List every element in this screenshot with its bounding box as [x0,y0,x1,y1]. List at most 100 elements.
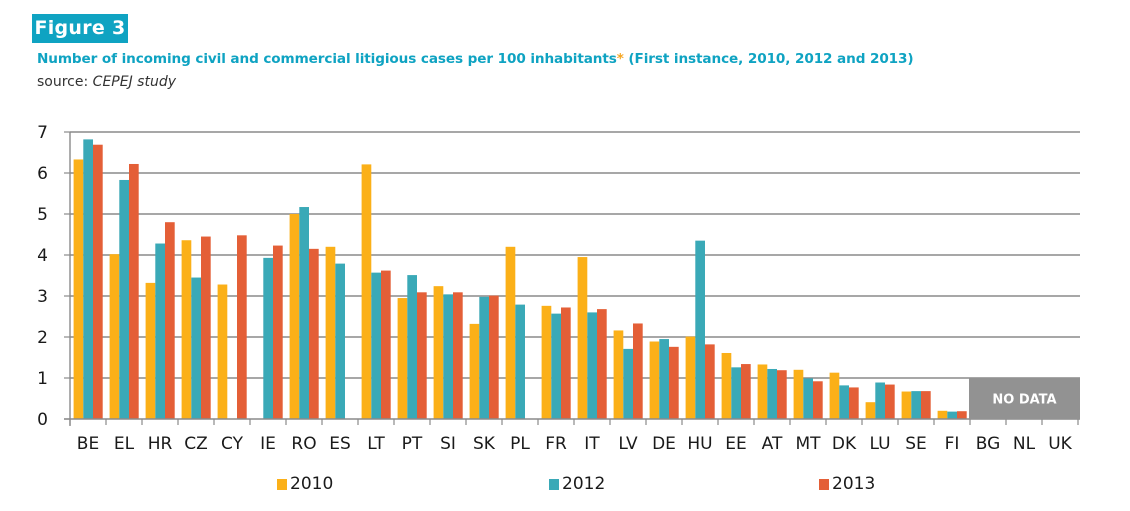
bar-2012-CZ [191,277,201,419]
chart-title-suffix: (First instance, 2010, 2012 and 2013) [623,51,914,67]
chart-source: source: CEPEJ study [37,74,176,90]
legend-swatch-2010 [277,478,287,490]
bar-2012-IE [263,257,273,419]
x-tick-label: PT [402,434,423,454]
x-tick-label: IT [584,434,600,454]
bar-2013-HR [165,222,175,419]
legend-swatch-2012 [549,478,559,490]
x-tick-label: BE [77,434,99,454]
y-tick-label: 2 [37,328,48,348]
chart-title-text: Number of incoming civil and commercial … [37,51,617,67]
x-tick-label: AT [762,434,783,454]
legend-label-2013: 2013 [832,474,876,494]
x-tick-label: CY [221,434,244,454]
no-data-label: NO DATA [992,393,1056,408]
y-tick-label: 0 [37,410,48,430]
y-tick-label: 1 [37,369,48,389]
bar-2012-PL [515,304,525,419]
bar-2010-HU [685,336,696,419]
bar-2012-LT [371,272,381,419]
bar-2010-SE [901,391,912,419]
y-tick-label: 7 [37,123,48,143]
bar-2012-FR [551,313,561,419]
bar-2013-DE [669,346,679,419]
bar-2013-DK [849,387,859,419]
legend-label-2012: 2012 [562,474,606,494]
bar-2013-IE [273,245,283,419]
bar-2010-EE [721,352,732,419]
bar-2010-SI [433,286,444,419]
title-asterisk: * [616,51,624,67]
x-tick-label: RO [291,434,316,454]
no-data-region: NO DATA [969,378,1080,419]
bar-2010-FR [541,305,552,419]
bar-2013-RO [309,248,319,419]
x-tick-label: DK [832,434,857,454]
y-tick-label: 6 [37,164,48,184]
bar-2012-IT [587,312,597,419]
bar-2010-LU [865,402,876,419]
x-tick-label: EE [725,434,746,454]
bar-2012-BE [83,139,93,419]
bar-2013-CZ [201,236,211,419]
x-tick-label: CZ [184,434,208,454]
bar-2013-SE [921,391,931,419]
bar-2013-BE [93,144,103,419]
x-tick-label: SE [905,434,927,454]
bar-2012-SE [911,391,921,419]
chart-title: Number of incoming civil and commercial … [37,51,914,67]
bar-2012-ES [335,263,345,419]
bar-2012-AT [767,368,777,419]
y-tick-label: 3 [37,287,48,307]
figure-badge: Figure 3 [32,14,128,43]
bar-2013-SI [453,292,463,419]
bar-2010-PL [505,246,516,419]
legend-item-2012: 2012 [549,474,605,494]
bar-2010-PT [397,298,408,419]
bar-2013-EE [741,364,751,419]
x-tick-label: LV [618,434,638,454]
bar-2013-LT [381,270,391,419]
y-tick-label: 4 [37,246,48,266]
bar-2013-IT [597,309,607,419]
bar-2012-EE [731,367,741,419]
bar-2013-FR [561,307,571,419]
bar-2012-LV [623,348,633,419]
bar-2012-HU [695,240,705,419]
x-tick-label: MT [795,434,821,454]
x-tick-label: UK [1048,434,1072,454]
x-tick-label: FR [545,434,567,454]
bar-2012-LU [875,382,885,419]
bar-2013-SK [489,295,499,419]
bar-2012-SK [479,296,489,419]
legend-item-2013: 2013 [819,474,875,494]
bar-2013-LV [633,323,643,419]
bar-2012-SI [443,294,453,419]
bar-2010-LT [361,164,372,419]
x-tick-label: IE [260,434,276,454]
bar-2013-EL [129,163,139,419]
bar-2010-IT [577,257,588,419]
legend-swatch-2013 [819,478,829,490]
bar-2010-CZ [181,240,192,419]
x-tick-label: HU [687,434,712,454]
x-tick-label: DE [652,434,676,454]
bar-2010-DE [649,341,660,419]
x-tick-label: PL [510,434,530,454]
bar-2013-AT [777,370,787,419]
bar-2012-DK [839,385,849,419]
bar-2013-LU [885,384,895,419]
bar-2010-MT [793,369,804,419]
x-tick-label: SI [440,434,456,454]
source-label: source: [37,74,93,90]
bar-2012-EL [119,179,129,419]
axis-labels: 0 1 2 3 4 5 6 7 BE EL HR CZ CY IE RO ES LT PT SI SK PL FR IT LV… [37,123,1072,454]
bar-2013-CY [237,235,247,419]
bar-2010-FI [937,410,948,419]
bar-2010-AT [757,364,768,419]
bars [73,139,967,419]
bar-2010-LV [613,330,624,419]
bar-2013-HU [705,344,715,419]
legend-label-2010: 2010 [290,474,334,494]
